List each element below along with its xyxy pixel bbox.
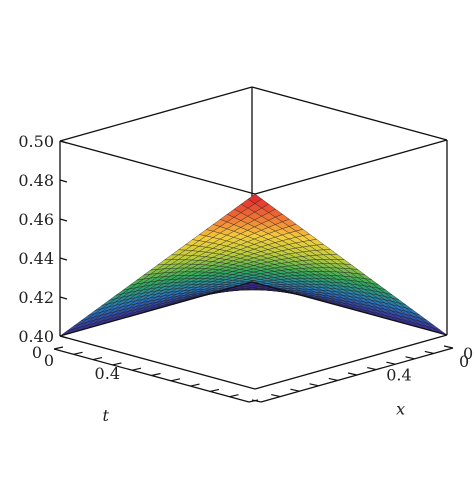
x-tick — [443, 345, 454, 349]
x-origin-label: 0 — [459, 352, 469, 371]
z-tick — [59, 179, 68, 183]
x-tick — [367, 367, 377, 371]
t-tick — [92, 357, 103, 361]
t-tick — [170, 378, 181, 382]
t-tick-label: 0 — [32, 343, 42, 362]
x-tick — [251, 399, 262, 403]
z-tick-label: 0.50 — [18, 132, 54, 151]
t-tick-label: 0.4 — [95, 364, 120, 383]
x-axis-title: x — [396, 399, 405, 418]
box-edge-top-right — [254, 139, 448, 195]
z-tick — [59, 296, 68, 300]
surface-mesh — [59, 193, 448, 337]
x-tick — [405, 356, 415, 360]
t-origin-label: 0 — [44, 351, 54, 370]
x-axis: 0 0.4 x 0 — [251, 344, 473, 418]
z-tick-label: 0.48 — [18, 171, 54, 190]
t-tick — [229, 394, 239, 398]
t-tick — [151, 372, 161, 377]
box-edge-top-front-right — [251, 86, 448, 141]
x-tick-label: 0 — [463, 344, 473, 363]
box-edge-top-left — [59, 140, 256, 195]
x-tick — [328, 377, 338, 381]
t-tick — [73, 351, 83, 355]
t-axis: 0 0.4 t 0 — [32, 343, 259, 425]
x-tick — [290, 388, 300, 392]
t-tick — [209, 388, 220, 392]
z-tick-label: 0.40 — [18, 327, 54, 346]
x-tick — [271, 394, 281, 398]
x-tick — [347, 372, 358, 376]
x-tick — [424, 350, 434, 354]
z-tick-label: 0.42 — [18, 288, 54, 307]
t-tick — [248, 399, 259, 403]
floor-edge-back-left — [59, 335, 256, 390]
z-tick — [59, 257, 68, 261]
t-axis-title: t — [103, 406, 110, 425]
box-edge-top-front-left — [59, 86, 253, 142]
floor-edge-back-right — [254, 334, 448, 390]
x-tick-label: 0.4 — [386, 366, 411, 385]
t-tick — [131, 367, 142, 371]
z-tick-label: 0.44 — [18, 249, 54, 268]
plot-box-front — [59, 281, 448, 390]
z-axis: 0.40 0.42 0.44 0.46 0.48 0.50 — [18, 132, 68, 346]
z-tick — [59, 218, 68, 222]
x-tick — [386, 361, 396, 365]
z-tick-label: 0.46 — [18, 210, 54, 229]
floor-edge-right — [251, 281, 448, 336]
floor-edge-left — [59, 281, 253, 337]
t-tick — [190, 383, 200, 387]
z-tick — [59, 140, 68, 144]
x-tick — [309, 383, 319, 387]
t-tick — [53, 346, 64, 350]
z-tick — [59, 335, 68, 339]
t-tick — [112, 362, 122, 366]
